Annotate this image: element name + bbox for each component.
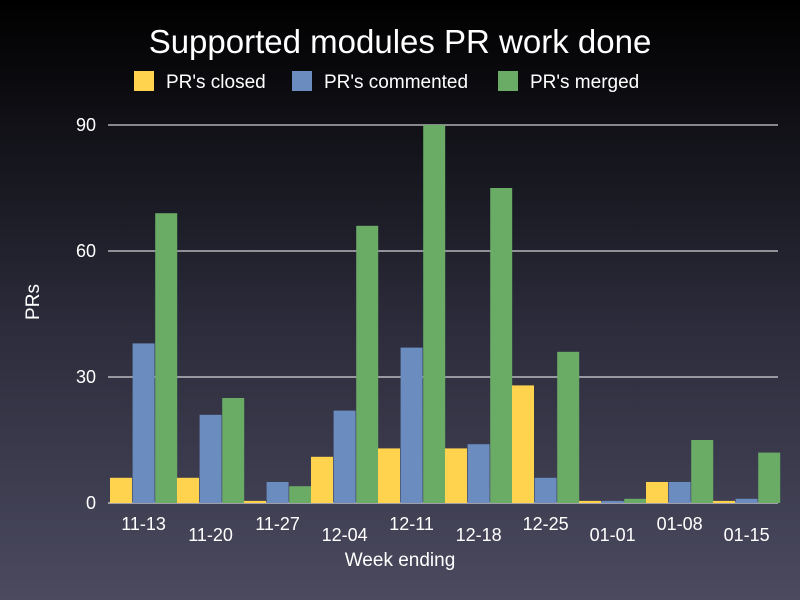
y-tick-label: 60	[76, 241, 96, 261]
bar-pr-s-closed-11-27	[244, 500, 266, 503]
x-tick-label: 12-11	[389, 514, 434, 534]
bar-pr-s-closed-12-25	[512, 385, 534, 503]
legend-label-prs-closed: PR's closed	[166, 72, 266, 93]
bar-pr-s-commented-01-08	[668, 482, 691, 503]
bar-pr-s-commented-12-25	[534, 477, 557, 503]
chart-title: Supported modules PR work done	[149, 23, 652, 60]
x-tick-label: 12-18	[456, 525, 502, 545]
x-tick-label: 11-20	[188, 525, 233, 545]
bar-pr-s-merged-11-27	[289, 486, 312, 503]
bar-pr-s-commented-11-13	[132, 343, 155, 503]
x-tick-label: 01-08	[657, 514, 703, 534]
bar-pr-s-commented-11-27	[266, 482, 289, 503]
bar-pr-s-merged-01-15	[758, 452, 781, 503]
bar-pr-s-commented-01-01	[601, 500, 624, 503]
bar-pr-s-closed-12-04	[311, 456, 333, 503]
bar-pr-s-merged-01-08	[691, 440, 714, 503]
bar-pr-s-commented-01-15	[735, 498, 758, 503]
bar-pr-s-closed-01-01	[579, 500, 601, 503]
bar-pr-s-commented-11-20	[199, 414, 222, 503]
x-tick-label: 11-13	[121, 514, 166, 534]
legend-swatch-prs-commented	[292, 71, 312, 91]
y-axis-ticks: 0 30 60 90	[76, 115, 96, 513]
bar-pr-s-closed-01-08	[646, 482, 668, 503]
x-tick-label: 12-25	[523, 514, 569, 534]
x-tick-label: 01-01	[590, 525, 636, 545]
bar-pr-s-commented-12-18	[467, 444, 490, 503]
y-tick-label: 0	[86, 493, 96, 513]
x-tick-label: 01-15	[724, 525, 770, 545]
legend-swatch-prs-closed	[134, 71, 154, 91]
bar-pr-s-merged-01-01	[624, 498, 647, 503]
x-tick-label: 12-04	[322, 525, 368, 545]
bar-pr-s-commented-12-11	[400, 347, 423, 503]
bar-pr-s-closed-11-20	[177, 477, 199, 503]
y-axis-label: PRs	[23, 284, 44, 320]
bar-pr-s-commented-12-04	[333, 410, 356, 503]
legend-label-prs-commented: PR's commented	[324, 72, 468, 93]
bar-pr-s-closed-11-13	[110, 477, 132, 503]
legend-label-prs-merged: PR's merged	[530, 72, 639, 93]
bar-pr-s-merged-12-25	[557, 351, 580, 503]
bars	[110, 125, 781, 504]
bar-pr-s-closed-12-18	[445, 448, 467, 503]
bar-pr-s-merged-12-18	[490, 188, 513, 503]
x-tick-label: 11-27	[255, 514, 300, 534]
bar-pr-s-merged-12-11	[423, 125, 446, 503]
bar-pr-s-closed-12-11	[378, 448, 400, 503]
bar-pr-s-closed-01-15	[713, 500, 735, 503]
bar-pr-s-merged-11-20	[222, 398, 245, 503]
y-tick-label: 90	[76, 115, 96, 135]
legend-swatch-prs-merged	[498, 71, 518, 91]
legend: PR's closed PR's commented PR's merged	[134, 71, 639, 93]
x-axis-label: Week ending	[345, 550, 456, 571]
bar-pr-s-merged-12-04	[356, 225, 379, 504]
y-tick-label: 30	[76, 367, 96, 387]
bar-pr-s-merged-11-13	[155, 213, 178, 503]
x-axis-ticks: 11-13 11-20 11-27 12-04 12-11 12-18 12-25 01-01…	[121, 514, 769, 545]
